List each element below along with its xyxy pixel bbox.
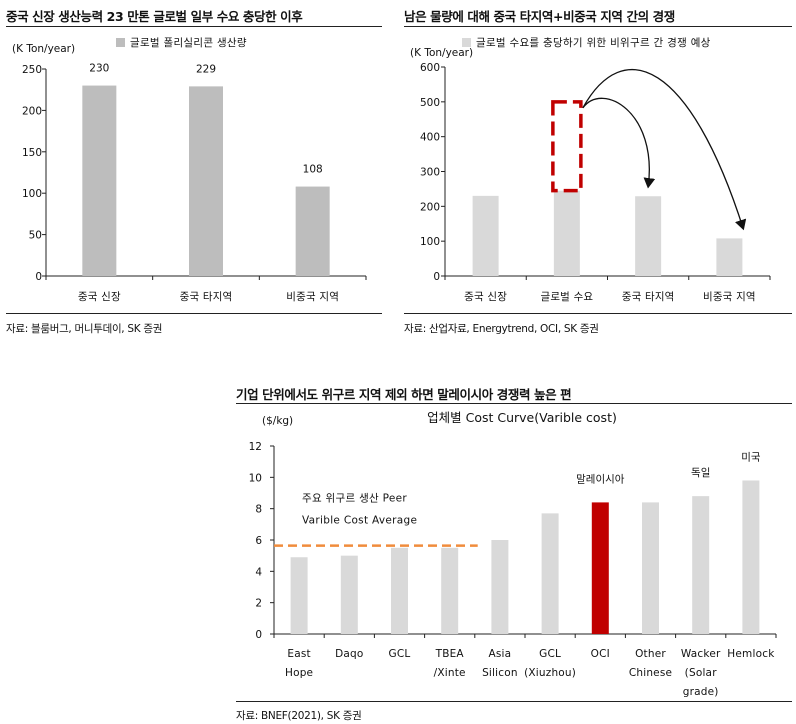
chart3-y-tick-label: 10 bbox=[249, 472, 262, 484]
chart1-y-tick-label: 250 bbox=[22, 64, 42, 76]
chart1-data-label: 229 bbox=[196, 63, 216, 75]
chart1-data-label: 108 bbox=[303, 164, 323, 176]
chart2-y-tick-label: 600 bbox=[420, 62, 440, 74]
chart3-reference-label: Varible Cost Average bbox=[302, 515, 417, 527]
chart3-bar bbox=[541, 513, 559, 634]
chart3-title: 기업 단위에서도 위구르 지역 제외 하면 말레이시아 경쟁력 높은 편 bbox=[236, 387, 572, 402]
chart3-group-label: 독일 bbox=[691, 466, 710, 479]
chart1-source: 자료: 블룸버그, 머니투데이, SK 증권 bbox=[6, 323, 163, 335]
chart3-category-label: Asia bbox=[488, 648, 511, 660]
chart2-category-label: 비중국 지역 bbox=[703, 291, 756, 303]
chart2-bar bbox=[472, 195, 499, 276]
chart3-y-axis-label: ($/kg) bbox=[262, 415, 293, 427]
chart2-arrow-to-china-other bbox=[582, 97, 656, 189]
chart2-arrow-to-non-china bbox=[582, 69, 747, 231]
chart2-y-tick-label: 300 bbox=[420, 167, 440, 179]
chart3-category-label: Wacker bbox=[681, 648, 721, 660]
chart2-bar bbox=[635, 196, 662, 276]
chart1-y-axis-label: (K Ton/year) bbox=[12, 43, 75, 55]
chart1-category-label: 중국 신장 bbox=[78, 291, 121, 303]
chart1-legend-label: 글로벌 폴리실리콘 생산량 bbox=[130, 37, 247, 49]
chart2-y-tick-label: 400 bbox=[420, 132, 440, 144]
chart3-bar bbox=[340, 555, 358, 634]
chart1-y-tick-label: 0 bbox=[35, 271, 42, 283]
chart1-y-tick-label: 100 bbox=[22, 188, 42, 200]
chart3-subtitle: 업체별 Cost Curve(Varible cost) bbox=[427, 410, 617, 425]
chart3-category-label: Hope bbox=[285, 667, 313, 679]
chart1-title: 중국 신장 생산능력 23 만톤 글로벌 일부 수요 충당한 이후 bbox=[6, 9, 303, 24]
chart3-y-tick-label: 4 bbox=[255, 566, 262, 578]
chart2-source: 자료: 산업자료, Energytrend, OCI, SK 증권 bbox=[404, 323, 599, 335]
chart1-bar bbox=[82, 85, 117, 276]
chart2-legend-label: 글로벌 수요를 충당하기 위한 비위구르 간 경쟁 예상 bbox=[476, 36, 711, 49]
chart2-y-tick-label: 200 bbox=[420, 201, 440, 213]
chart3-y-tick-label: 8 bbox=[255, 504, 262, 516]
chart2-y-tick-label: 0 bbox=[433, 271, 440, 283]
chart3-category-label: TBEA bbox=[435, 648, 465, 660]
chart3-source: 자료: BNEF(2021), SK 증권 bbox=[236, 710, 362, 722]
chart3-group-label: 말레이시아 bbox=[576, 473, 625, 485]
chart3-y-tick-label: 2 bbox=[255, 598, 262, 610]
chart2-title-rule bbox=[404, 26, 792, 27]
chart3-bar bbox=[491, 540, 509, 634]
chart3-category-label: OCI bbox=[591, 648, 610, 660]
chart3-bar bbox=[692, 496, 710, 634]
chart1-bottom-rule bbox=[6, 313, 382, 314]
chart2-y-axis-label: (K Ton/year) bbox=[410, 47, 473, 59]
chart2-highlight-box bbox=[551, 100, 583, 193]
chart3-category-label: Chinese bbox=[629, 667, 672, 679]
chart3-bar bbox=[441, 547, 459, 634]
chart3-category-label: Daqo bbox=[335, 648, 363, 660]
chart3-category-label: East bbox=[287, 648, 310, 660]
chart3-y-tick-label: 6 bbox=[255, 535, 262, 547]
chart1-bar bbox=[189, 86, 223, 276]
chart2-bottom-rule bbox=[404, 313, 792, 314]
chart3-bar bbox=[642, 502, 659, 634]
chart1-bar bbox=[295, 186, 330, 276]
chart3-title-rule bbox=[236, 403, 792, 404]
chart1-title-rule bbox=[6, 26, 382, 27]
chart3-bottom-rule bbox=[236, 701, 792, 702]
chart2-title: 남은 물량에 대해 중국 타지역+비중국 지역 간의 경쟁 bbox=[404, 9, 675, 24]
chart3-reference-label: 주요 위구르 생산 Peer bbox=[302, 492, 407, 505]
chart1-category-label: 중국 타지역 bbox=[180, 291, 233, 303]
chart2-category-label: 중국 타지역 bbox=[622, 291, 675, 303]
chart2-legend-swatch bbox=[462, 38, 471, 47]
chart1-category-label: 비중국 지역 bbox=[286, 291, 339, 303]
chart3-bar bbox=[742, 480, 760, 634]
chart1-y-tick-label: 150 bbox=[22, 147, 42, 159]
chart3-category-label: /Xinte bbox=[434, 667, 466, 679]
chart3-category-label: GCL bbox=[539, 648, 561, 660]
chart3-category-label: Silicon bbox=[482, 667, 518, 679]
chart2-category-label: 글로벌 수요 bbox=[540, 291, 593, 303]
chart3-group-label: 미국 bbox=[741, 451, 761, 463]
chart2-y-tick-label: 100 bbox=[420, 236, 440, 248]
chart1-y-tick-label: 200 bbox=[22, 105, 42, 117]
chart3-y-tick-label: 12 bbox=[249, 441, 262, 453]
chart2-bar bbox=[716, 238, 743, 276]
chart3-y-tick-label: 0 bbox=[255, 629, 262, 641]
chart2-category-label: 중국 신장 bbox=[464, 291, 507, 303]
chart2-y-tick-label: 500 bbox=[420, 97, 440, 109]
chart1-data-label: 230 bbox=[89, 63, 109, 75]
chart2-bar bbox=[553, 190, 580, 276]
chart3-category-label: grade) bbox=[683, 686, 719, 698]
chart3-category-label: GCL bbox=[389, 648, 411, 660]
chart3-category-label: Other bbox=[635, 648, 666, 660]
chart1-legend-swatch bbox=[116, 38, 125, 47]
chart3-bar bbox=[591, 502, 609, 634]
chart1-y-tick-label: 50 bbox=[29, 230, 42, 242]
chart3-bar bbox=[290, 557, 308, 634]
chart3-bar bbox=[391, 547, 408, 634]
chart3-category-label: (Solar bbox=[685, 667, 718, 679]
chart3-category-label: (Xiuzhou) bbox=[524, 667, 576, 679]
chart3-category-label: Hemlock bbox=[727, 648, 775, 660]
